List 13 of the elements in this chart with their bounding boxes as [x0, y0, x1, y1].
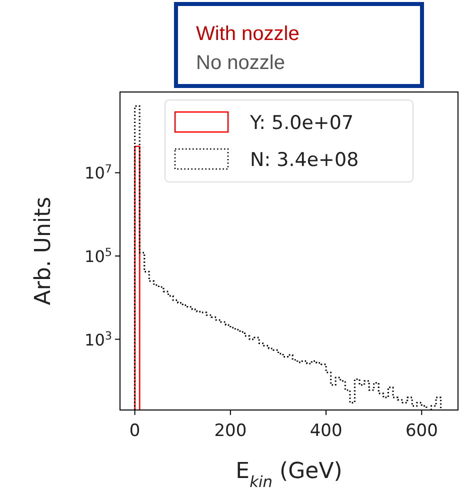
x-tick-label: 400	[310, 421, 342, 441]
y-tick-label: 10$^{7}$	[84, 162, 112, 183]
x-tick-label: 200	[214, 421, 247, 441]
x-tick-label: 600	[405, 421, 438, 441]
legend-label: N: 3.4e+08	[250, 149, 359, 171]
text: No nozzle	[196, 52, 285, 74]
y-axis-title: Arb. Units	[31, 196, 56, 306]
text: With nozzle	[196, 23, 300, 45]
legend-label: Y: 5.0e+07	[249, 112, 354, 134]
x-tick-label: 0	[129, 421, 140, 441]
x-axis-title: E$_{kin}$ (GeV)	[236, 459, 342, 491]
y-tick-label: 10$^{5}$	[84, 246, 112, 266]
y-tick-label: 10$^{3}$	[84, 328, 112, 350]
